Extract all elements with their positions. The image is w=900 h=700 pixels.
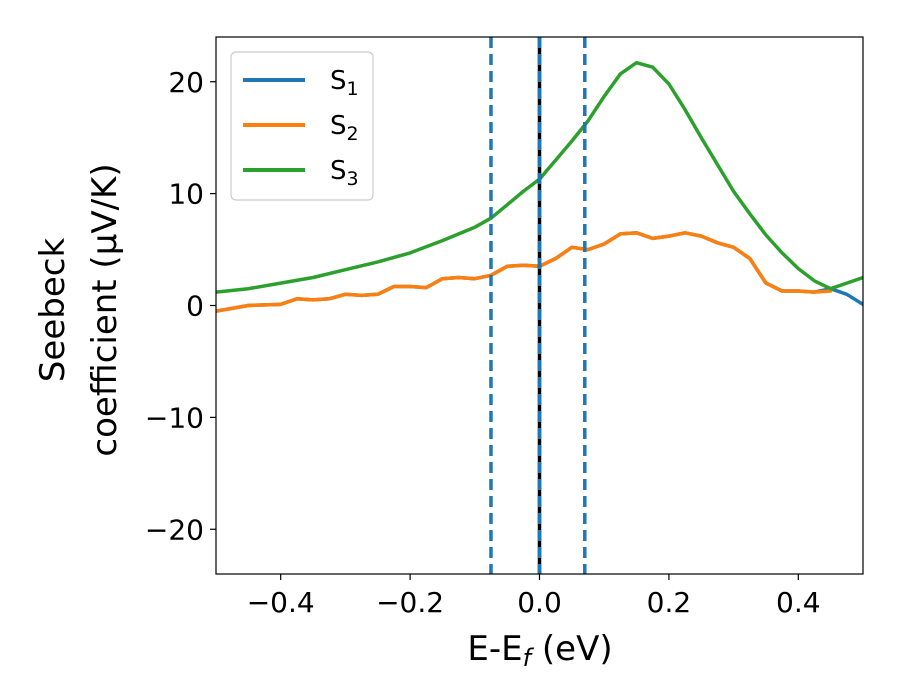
y-tick-label: 0 xyxy=(186,290,204,323)
legend: S1 S2 S3 xyxy=(230,51,374,201)
y-tick-label: −20 xyxy=(145,513,204,546)
x-axis-title-main: E-E xyxy=(467,629,522,669)
y-tick-label: 20 xyxy=(168,66,204,99)
y-axis-title-line2: coefficient (μV/K) xyxy=(85,163,125,456)
x-tick-label: 0.2 xyxy=(647,586,692,619)
x-tick-label: 0.4 xyxy=(776,586,821,619)
series-line-s3 xyxy=(216,60,863,294)
x-axis-title-unit: (eV) xyxy=(531,629,613,669)
y-axis-title-line1: Seebeck xyxy=(33,238,73,383)
series-line-s2 xyxy=(216,231,833,313)
y-axis: −20 −10 0 10 20 xyxy=(145,66,216,546)
legend-label-s3: S3 xyxy=(330,156,359,190)
x-tick-label: 0.0 xyxy=(517,586,562,619)
x-axis: −0.4 −0.2 0.0 0.2 0.4 xyxy=(247,574,821,619)
y-axis-title: Seebeck coefficient (μV/K) xyxy=(33,163,125,456)
y-tick-label: −10 xyxy=(145,401,204,434)
legend-label-s2: S2 xyxy=(330,111,359,145)
plot-area xyxy=(216,37,863,574)
y-tick-label: 10 xyxy=(168,178,204,211)
x-tick-label: −0.4 xyxy=(247,586,315,619)
legend-label-s1: S1 xyxy=(330,66,359,100)
x-tick-label: −0.2 xyxy=(376,586,444,619)
x-axis-title: E-Ef (eV) xyxy=(467,629,612,672)
